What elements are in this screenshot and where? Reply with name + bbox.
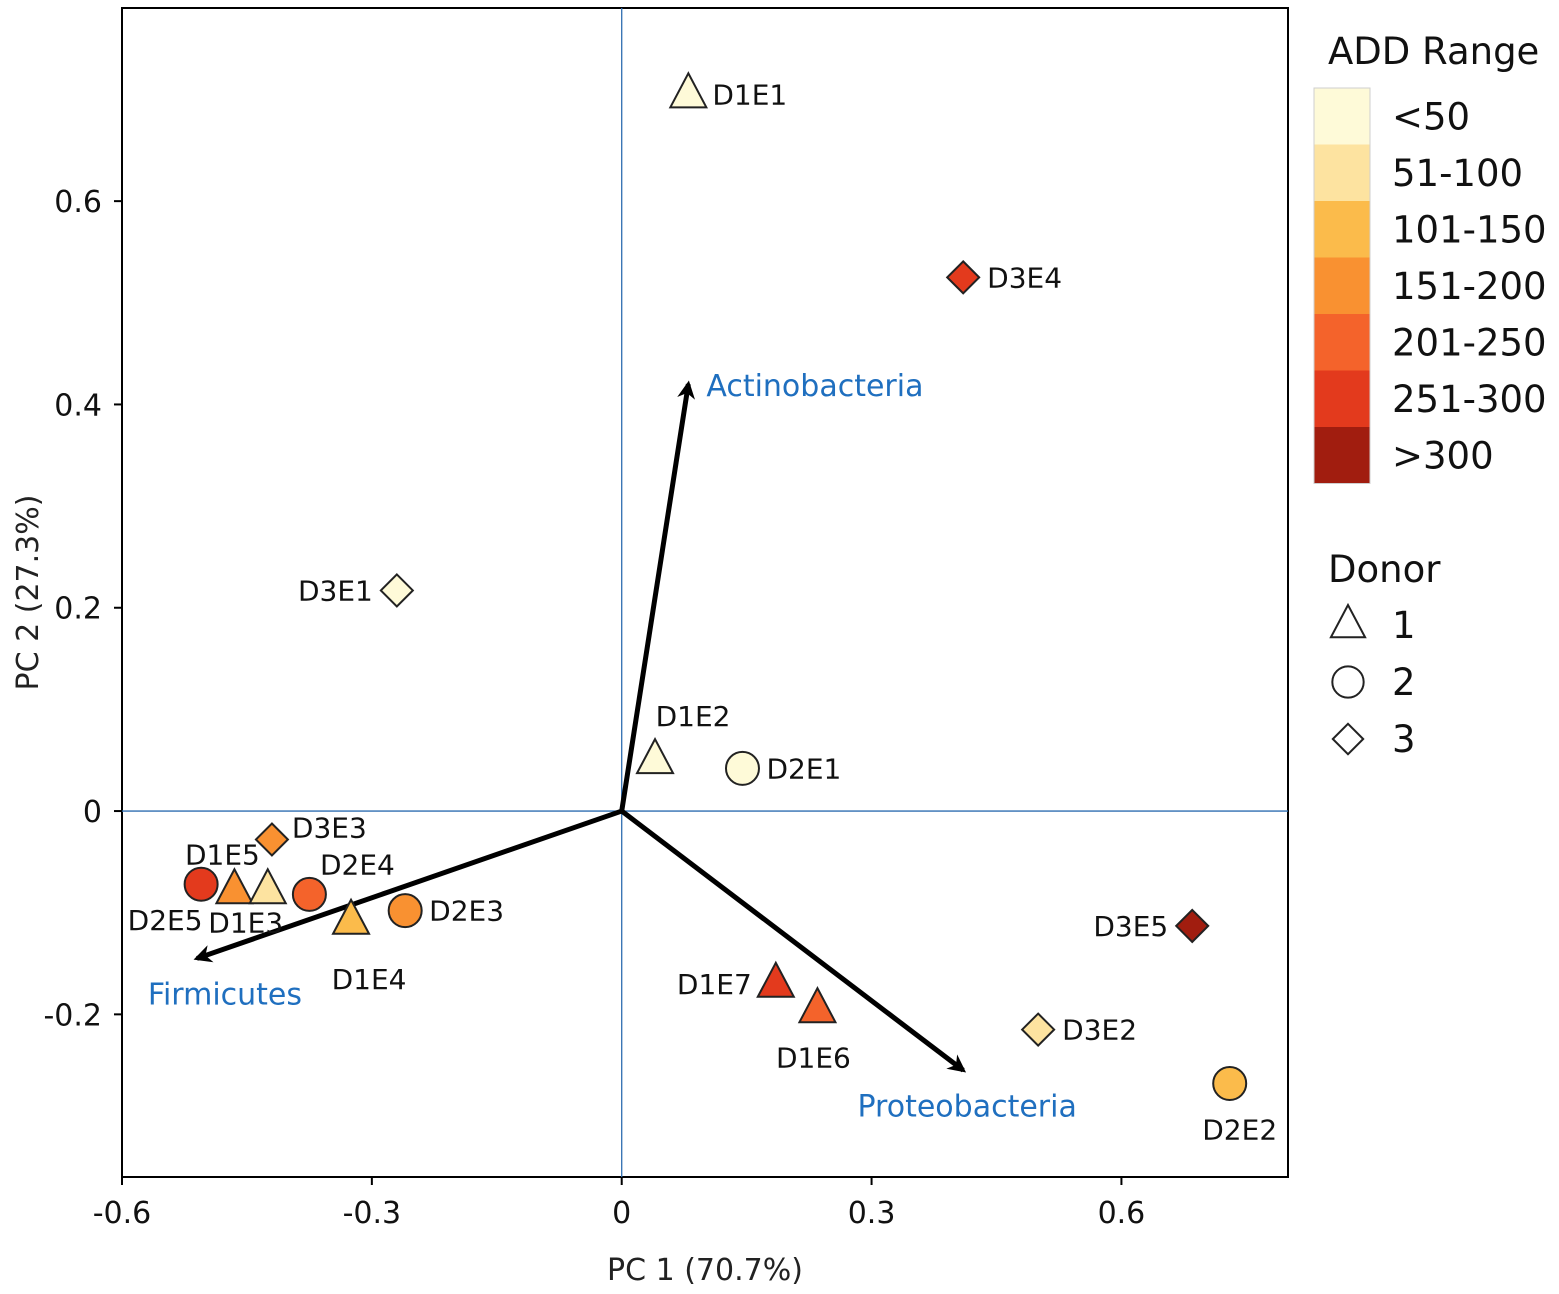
point-d1e7 — [756, 960, 796, 998]
point-d2e1 — [724, 750, 760, 786]
point-label-d3e3: D3E3 — [292, 812, 367, 845]
point-d1e5 — [214, 867, 255, 905]
legend-donor-label-3: 3 — [1392, 718, 1416, 761]
legend-swatch-3 — [1314, 201, 1370, 258]
loading-label-actinobacteria: Actinobacteria — [706, 369, 923, 404]
point-label-d3e2: D3E2 — [1062, 1014, 1137, 1047]
point-label-d2e1: D2E1 — [766, 752, 841, 785]
point-d1e1 — [668, 71, 709, 109]
point-d3e2 — [1020, 1012, 1056, 1048]
point-label-d2e4: D2E4 — [320, 848, 395, 881]
legend-swatch-1 — [1314, 88, 1370, 145]
point-label-d1e7: D1E7 — [677, 968, 752, 1001]
point-d3e1 — [379, 573, 415, 608]
point-label-d2e3: D2E3 — [429, 895, 504, 928]
legend-donor-marker-3 — [1331, 722, 1365, 756]
legend-swatch-4 — [1314, 257, 1370, 314]
legend-donor-marker-1 — [1329, 602, 1367, 639]
legend-swatch-2 — [1314, 144, 1370, 201]
point-label-d1e6: D1E6 — [776, 1041, 851, 1074]
legend-add-label-7: >300 — [1392, 434, 1494, 477]
point-label-d3e4: D3E4 — [987, 261, 1062, 294]
y-tick-label: 0 — [83, 795, 102, 830]
loading-arrow-proteobacteria — [620, 809, 967, 1073]
loading-label-firmicutes: Firmicutes — [148, 977, 302, 1012]
point-d2e2 — [1212, 1065, 1248, 1101]
legend-donor-title: Donor — [1328, 548, 1441, 591]
point-label-d2e5: D2E5 — [128, 904, 203, 937]
x-axis-label: PC 1 (70.7%) — [607, 1253, 803, 1288]
point-label-d2e2: D2E2 — [1202, 1113, 1277, 1146]
y-tick-label: -0.2 — [43, 998, 102, 1033]
point-d2e4 — [291, 876, 327, 912]
point-d2e3 — [387, 893, 423, 929]
loading-arrow-actinobacteria — [619, 380, 696, 812]
point-d1e3 — [248, 867, 288, 905]
legend-donor-label-1: 1 — [1392, 604, 1416, 647]
point-d1e2 — [635, 737, 675, 775]
legend-swatch-5 — [1314, 314, 1370, 371]
point-d1e6 — [797, 986, 838, 1024]
point-d3e5 — [1174, 908, 1210, 944]
loading-label-proteobacteria: Proteobacteria — [857, 1089, 1076, 1124]
legend-swatch-7 — [1314, 427, 1370, 484]
point-label-d3e5: D3E5 — [1093, 910, 1168, 943]
legend-add-label-1: <50 — [1392, 95, 1470, 138]
y-axis-label: PC 2 (27.3%) — [11, 495, 46, 691]
point-label-d3e1: D3E1 — [298, 574, 373, 607]
point-label-d1e4: D1E4 — [332, 963, 407, 996]
legend-add-label-5: 201-250 — [1392, 321, 1547, 364]
legend-colorbar-outline — [1313, 87, 1371, 484]
x-tick-label: 0.6 — [1098, 1196, 1146, 1231]
point-d1e4 — [331, 897, 371, 935]
legend-swatch-6 — [1314, 370, 1370, 427]
legend-add-label-2: 51-100 — [1392, 152, 1523, 195]
x-tick-label: 0 — [612, 1196, 631, 1231]
point-label-d1e2: D1E2 — [656, 700, 731, 733]
y-tick-label: 0.4 — [54, 388, 102, 423]
loading-arrow-firmicutes — [193, 808, 623, 963]
point-label-d1e1: D1E1 — [712, 78, 787, 111]
point-d3e3 — [254, 822, 290, 857]
legend-add-label-4: 151-200 — [1392, 265, 1547, 308]
point-label-d1e5: D1E5 — [185, 838, 260, 871]
legend-add-title: ADD Range — [1328, 30, 1539, 73]
point-label-d1e3: D1E3 — [208, 906, 283, 939]
point-d3e4 — [945, 259, 981, 295]
x-tick-label: 0.3 — [848, 1196, 896, 1231]
y-tick-label: 0.2 — [54, 592, 102, 627]
x-tick-label: -0.6 — [93, 1196, 152, 1231]
legend-donor-marker-2 — [1331, 665, 1365, 699]
legend-add-label-3: 101-150 — [1392, 208, 1547, 251]
y-tick-label: 0.6 — [54, 185, 102, 220]
plot-frame — [121, 7, 1289, 1178]
legend-donor-label-2: 2 — [1392, 661, 1416, 704]
legend-add-label-6: 251-300 — [1392, 378, 1547, 421]
point-d2e5 — [183, 866, 219, 902]
x-tick-label: -0.3 — [343, 1196, 402, 1231]
